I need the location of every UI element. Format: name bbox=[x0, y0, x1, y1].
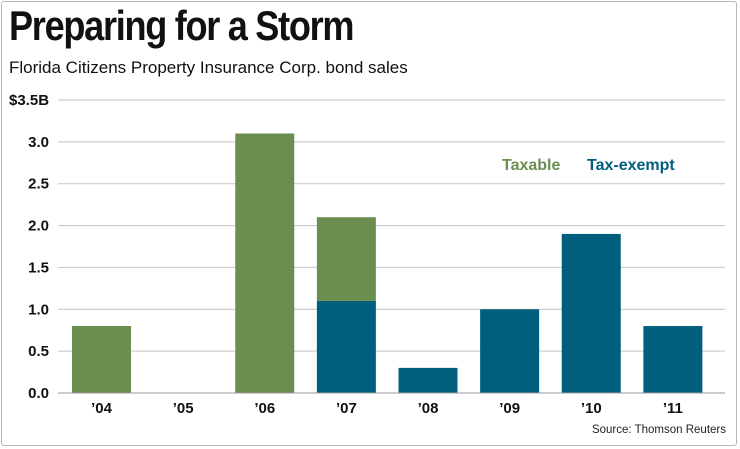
bar-tax-exempt bbox=[398, 367, 458, 393]
x-tick-label: ’11 bbox=[663, 400, 683, 417]
chart-title: Preparing for a Storm bbox=[9, 2, 355, 49]
legend-tax-exempt: Tax-exempt bbox=[587, 157, 675, 174]
y-tick-label: 2.0 bbox=[28, 218, 49, 235]
x-tick-label: ’09 bbox=[499, 400, 520, 417]
bar-tax-exempt bbox=[316, 300, 376, 393]
y-tick-label: $3.5B bbox=[9, 92, 49, 109]
x-tick-label: ’10 bbox=[581, 400, 602, 417]
bar-taxable bbox=[235, 133, 295, 393]
y-tick-label: 2.5 bbox=[28, 176, 49, 193]
bar-tax-exempt bbox=[643, 326, 703, 393]
y-tick-label: 1.0 bbox=[28, 301, 49, 318]
x-tick-label: ’05 bbox=[173, 400, 194, 417]
chart-subtitle: Florida Citizens Property Insurance Corp… bbox=[9, 58, 408, 77]
bar-tax-exempt bbox=[561, 233, 621, 393]
bar-taxable bbox=[72, 326, 131, 393]
legend-taxable: Taxable bbox=[502, 157, 561, 174]
source-note: Source: Thomson Reuters bbox=[591, 424, 726, 436]
x-tick-label: ’08 bbox=[418, 400, 439, 417]
y-tick-label: 0.5 bbox=[28, 343, 49, 360]
y-tick-label: 3.0 bbox=[28, 134, 49, 151]
y-tick-label: 0.0 bbox=[28, 385, 49, 402]
bar-taxable bbox=[316, 217, 376, 301]
x-tick-label: ’07 bbox=[336, 400, 357, 417]
y-tick-label: 1.5 bbox=[28, 259, 49, 276]
bar-tax-exempt bbox=[480, 309, 540, 393]
x-tick-label: ’04 bbox=[91, 400, 113, 417]
x-tick-label: ’06 bbox=[254, 400, 275, 417]
